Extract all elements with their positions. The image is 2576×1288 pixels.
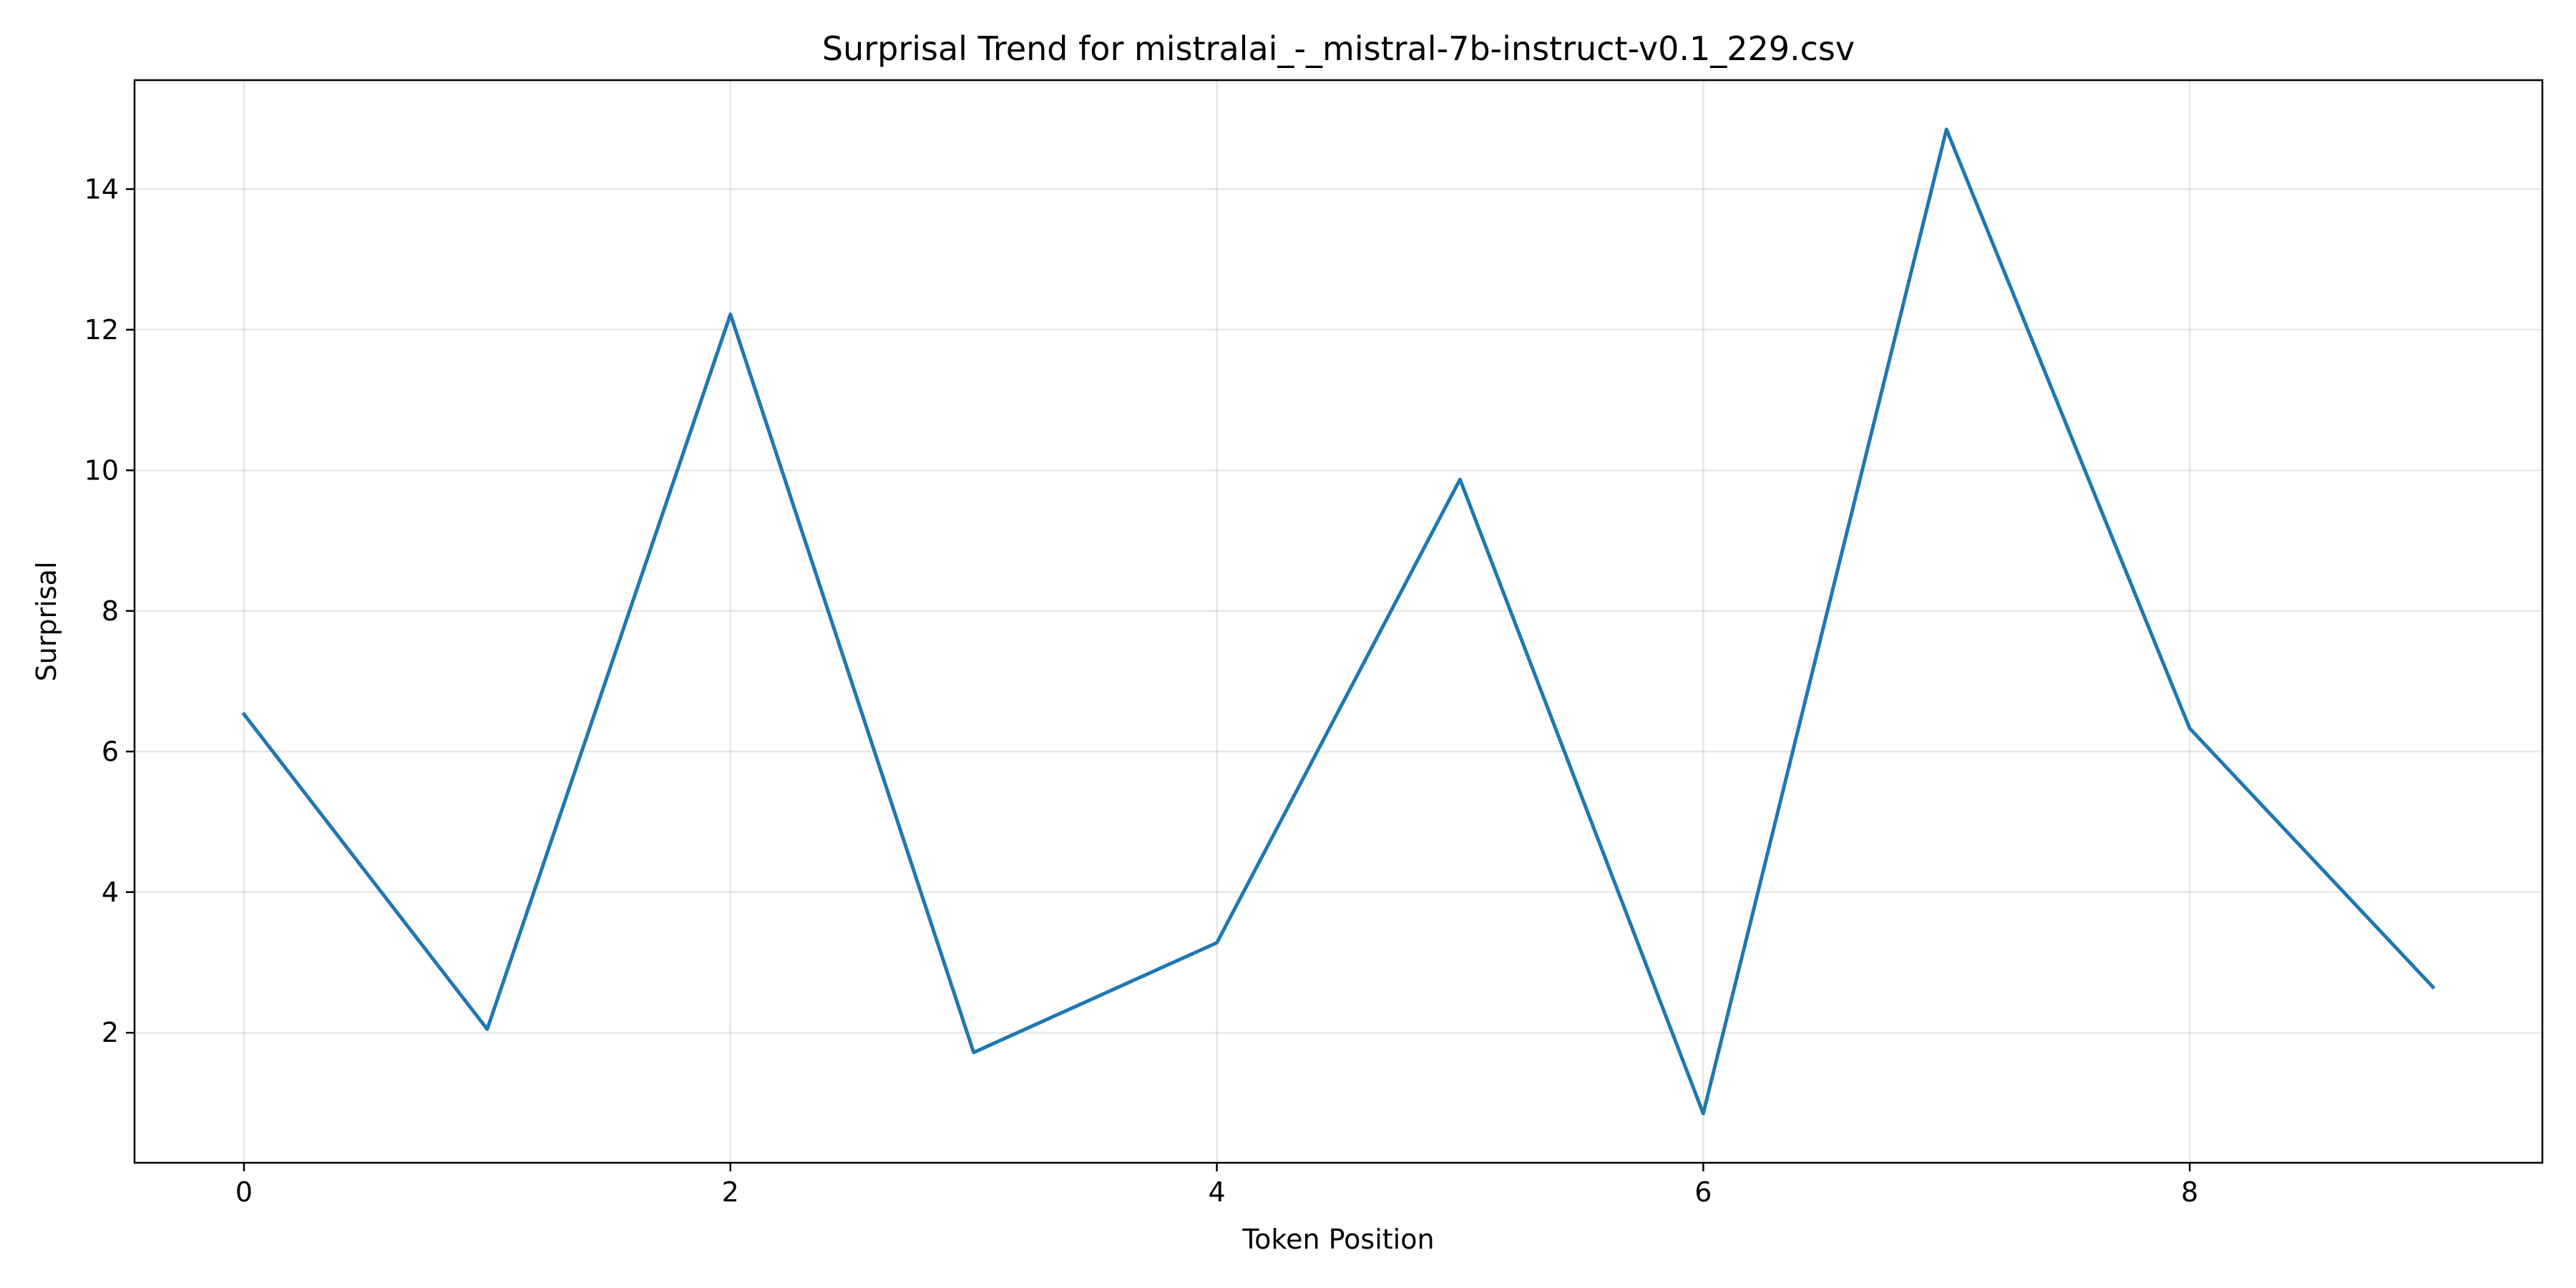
x-tick-label: 6 [1694,1176,1712,1208]
x-axis-ticks: 0 2 4 6 8 [235,1163,2198,1208]
x-tick-label: 2 [722,1176,739,1208]
x-axis-label: Token Position [1241,1224,1434,1255]
x-tick-label: 8 [2181,1176,2198,1208]
y-tick-label: 10 [84,454,119,486]
y-axis-ticks: 2 4 6 8 10 12 14 [84,173,135,1048]
y-tick-label: 8 [102,595,119,627]
y-tick-label: 12 [84,314,119,346]
x-tick-label: 4 [1208,1176,1225,1208]
chart-title: Surprisal Trend for mistralai_-_mistral-… [822,29,1855,68]
y-axis-label: Surprisal [31,562,62,682]
series-line [241,127,2436,1116]
x-tick-label: 0 [235,1176,253,1208]
y-tick-label: 14 [84,173,119,205]
y-tick-label: 6 [102,736,119,767]
plot-frame [133,79,2544,1164]
series-layer [241,127,2436,1116]
y-tick-label: 4 [102,877,119,908]
y-tick-label: 2 [102,1017,119,1048]
